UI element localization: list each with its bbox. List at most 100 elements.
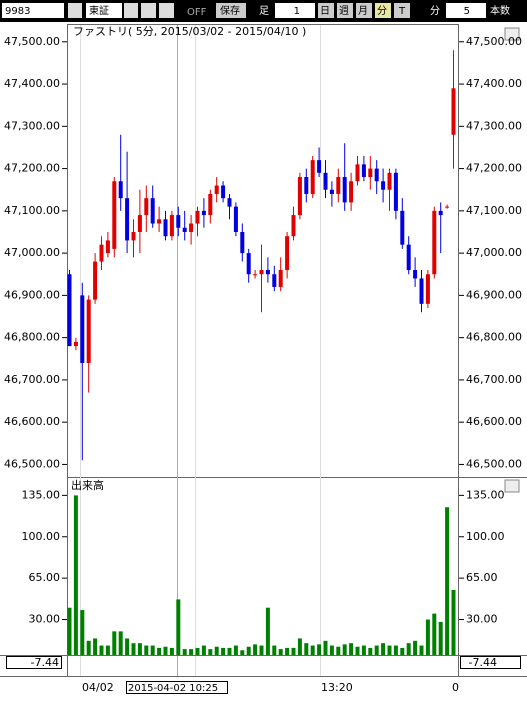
candle-body xyxy=(387,172,392,190)
volume-bar xyxy=(265,607,270,655)
candle-body xyxy=(278,270,283,287)
x-label: 13:20 xyxy=(321,681,353,694)
y-tick-label: 47,300.00 xyxy=(4,119,60,132)
y-tick-label: 47,000.00 xyxy=(4,246,60,259)
y-tick-label: 46,600.00 xyxy=(466,415,522,428)
cursor-label: 2015-04-02 10:25 xyxy=(128,683,218,694)
panel-menu[interactable] xyxy=(504,27,520,41)
candle-body xyxy=(259,270,264,275)
candle-body xyxy=(227,198,232,207)
y-tick-label: 47,000.00 xyxy=(466,246,522,259)
volume-bar xyxy=(438,621,443,655)
day-label: 日 xyxy=(320,6,330,17)
candle-body xyxy=(336,177,341,194)
candle-body xyxy=(67,274,72,347)
volume-bar xyxy=(163,646,168,655)
save-button[interactable] xyxy=(216,3,246,18)
market-box[interactable] xyxy=(86,3,122,18)
candle-body xyxy=(451,88,456,135)
y-tick-label: 46,900.00 xyxy=(466,288,522,301)
candle-body xyxy=(246,253,251,275)
y-tick-label: 65.00 xyxy=(29,571,61,584)
x-label: 0 xyxy=(452,681,459,694)
volume-bar xyxy=(285,647,290,655)
volume-bar xyxy=(355,646,360,655)
volume-bar xyxy=(387,645,392,655)
minute-button[interactable] xyxy=(375,3,391,18)
y-tick-label: 46,500.00 xyxy=(466,457,522,470)
candle-body xyxy=(176,215,181,228)
minute-label: 分 xyxy=(377,5,387,17)
day-button[interactable] xyxy=(318,3,334,18)
candle-body xyxy=(342,177,347,203)
volume-bar xyxy=(125,638,130,655)
candle-body xyxy=(131,231,136,241)
y-tick-label: 46,600.00 xyxy=(4,415,60,428)
candle-body xyxy=(208,193,213,216)
chart-title: ファストリ( 5分, 2015/03/02 - 2015/04/10 ) xyxy=(73,25,306,38)
search-button[interactable] xyxy=(141,3,156,18)
tick-button[interactable] xyxy=(394,3,410,18)
code-box[interactable] xyxy=(2,3,64,18)
volume-bar xyxy=(278,649,283,655)
candle-body xyxy=(323,172,328,190)
volume-bar xyxy=(233,645,238,655)
candle-body xyxy=(189,223,194,232)
candle-body xyxy=(144,198,149,216)
y-tick-label: 65.00 xyxy=(466,571,498,584)
dropdown[interactable] xyxy=(68,3,82,18)
candle-body xyxy=(182,227,187,232)
ashi-box[interactable] xyxy=(275,3,315,18)
check-button[interactable] xyxy=(159,3,174,18)
volume-bar xyxy=(112,631,117,655)
candle-body xyxy=(214,185,219,194)
y-tick-label: 135.00 xyxy=(22,488,61,501)
candle-body xyxy=(413,270,418,279)
y-tick-label: 30.00 xyxy=(466,613,498,626)
volume-bar xyxy=(137,643,142,655)
candle-body xyxy=(329,189,334,194)
tick-label: T xyxy=(398,6,406,17)
candle-body xyxy=(349,181,354,203)
candle-body xyxy=(169,215,174,237)
candle-body xyxy=(374,168,379,182)
volume-bar xyxy=(259,645,264,655)
candle-body xyxy=(361,164,366,178)
candle-body xyxy=(105,240,110,254)
volume-bar xyxy=(195,647,200,655)
dropdown[interactable] xyxy=(124,3,138,18)
candle-body xyxy=(99,244,104,262)
y-tick-label: 47,500.00 xyxy=(466,35,522,48)
week-label: 週 xyxy=(339,5,349,17)
y-tick-label: 100.00 xyxy=(466,530,505,543)
candle-body xyxy=(253,274,258,276)
y-tick-label: 47,400.00 xyxy=(466,77,522,90)
volume-bar xyxy=(291,647,296,655)
y-tick-label: 100.00 xyxy=(22,530,61,543)
volume-bar xyxy=(342,644,347,655)
off-button[interactable]: OFF xyxy=(187,7,207,18)
volume-bar xyxy=(73,495,78,655)
y-tick-label: 47,100.00 xyxy=(466,204,522,217)
candle-body xyxy=(73,341,78,347)
bars-box[interactable] xyxy=(446,3,486,18)
panel-menu[interactable] xyxy=(504,479,520,493)
volume-bar xyxy=(317,644,322,655)
candle-body xyxy=(221,185,226,199)
volume-bar xyxy=(227,647,232,655)
indicator-box xyxy=(460,656,521,669)
code: 9983 xyxy=(5,6,30,17)
month-button[interactable] xyxy=(356,3,372,18)
candle-body xyxy=(285,236,290,271)
candle-body xyxy=(393,172,398,211)
market: 東証 xyxy=(89,4,109,17)
volume-bar xyxy=(157,647,162,655)
candle-body xyxy=(317,160,322,173)
week-button[interactable] xyxy=(337,3,353,18)
y-tick-label: 47,200.00 xyxy=(466,162,522,175)
volume-bar xyxy=(336,646,341,655)
volume-bar xyxy=(323,640,328,655)
volume-bar xyxy=(368,647,373,655)
candle-body xyxy=(304,177,309,194)
